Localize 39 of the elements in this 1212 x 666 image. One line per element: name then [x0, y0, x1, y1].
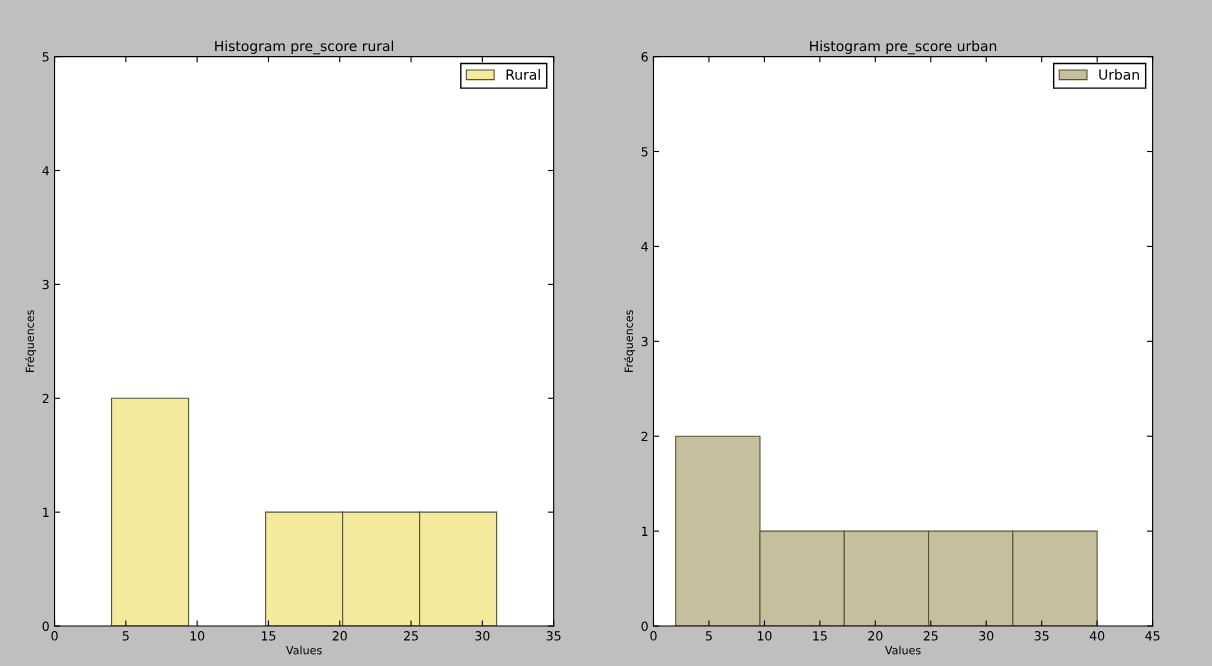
y-tick-label: 0 [42, 621, 49, 631]
x-tick-label: 45 [1145, 631, 1160, 641]
x-tick-label: 25 [404, 631, 418, 641]
x-tick-label: 30 [979, 631, 994, 641]
y-tick-label: 2 [641, 431, 648, 441]
y-tick-label: 4 [42, 166, 49, 176]
chart-title: Histogram pre_score rural [215, 40, 394, 55]
y-axis-title: Fréquences [623, 310, 636, 372]
y-tick-label: 6 [641, 52, 648, 62]
x-tick-label: 30 [475, 631, 490, 641]
x-tick-label: 0 [51, 631, 58, 641]
y-tick-label: 5 [641, 147, 648, 157]
y-tick-label: 1 [642, 526, 648, 536]
x-tick-label: 20 [332, 631, 347, 641]
y-axis-title: Fréquences [24, 310, 37, 372]
x-tick-label: 10 [757, 631, 772, 641]
y-tick-label: 5 [42, 52, 49, 62]
legend-label: Rural [506, 69, 540, 80]
x-tick-label: 35 [546, 631, 561, 641]
y-tick-label: 3 [42, 279, 49, 290]
y-tick-label: 3 [641, 336, 648, 347]
x-tick-label: 15 [813, 631, 827, 641]
x-tick-label: 0 [650, 631, 657, 641]
y-tick-label: 1 [43, 507, 49, 517]
legend-label: Urban [1099, 69, 1139, 80]
y-tick-label: 4 [641, 242, 648, 252]
x-tick-label: 25 [923, 631, 938, 641]
y-tick-label: 0 [641, 621, 648, 631]
x-tick-label: 35 [1034, 631, 1049, 641]
chart-title: Histogram pre_score urban [810, 40, 997, 55]
x-tick-label: 20 [868, 631, 883, 641]
x-tick-label: 5 [705, 631, 712, 641]
x-tick-label: 15 [261, 631, 276, 641]
x-axis-title: Values [286, 645, 322, 655]
x-tick-label: 10 [190, 631, 205, 641]
x-tick-label: 40 [1089, 631, 1105, 641]
x-tick-label: 5 [122, 631, 129, 641]
x-axis-title: Values [884, 645, 921, 655]
y-tick-label: 2 [42, 393, 49, 404]
